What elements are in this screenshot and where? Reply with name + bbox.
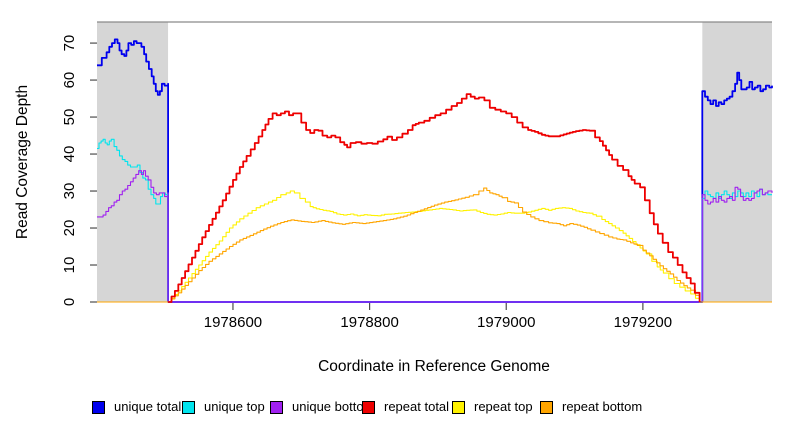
series-line-repeat-bottom [97, 187, 772, 303]
legend-swatch-unique-bottom [270, 400, 283, 414]
legend-label: unique top [204, 399, 265, 414]
y-tick-label: 40 [61, 146, 78, 163]
shaded-regions [97, 22, 772, 302]
shaded-region [702, 22, 772, 302]
legend-item-unique-bottom: unique bottom [270, 399, 374, 415]
series-line-unique-total [97, 38, 773, 303]
legend-item-repeat-top: repeat top [452, 399, 533, 415]
legend-swatch-unique-total [92, 400, 105, 414]
legend-item-repeat-bottom: repeat bottom [540, 399, 642, 415]
y-tick-label: 60 [61, 72, 78, 89]
series-line-repeat-total [168, 93, 701, 303]
legend-label: unique bottom [292, 399, 375, 414]
x-tick-label: 1979000 [477, 314, 535, 331]
series-line-unique-top [97, 138, 772, 303]
x-tick-label: 1979200 [614, 314, 672, 331]
legend-swatch-repeat-top [452, 400, 465, 414]
legend-swatch-unique-top [182, 400, 195, 414]
legend-item-unique-total: unique total [92, 399, 181, 415]
y-tick-label: 30 [61, 183, 78, 200]
y-tick-label: 10 [61, 257, 78, 274]
x-axis-title: Coordinate in Reference Genome [318, 358, 550, 375]
data-series [97, 38, 773, 303]
legend-item-repeat-total: repeat total [362, 399, 449, 415]
x-axis: 1978600 1978800 1979000 1979200 [204, 303, 672, 331]
legend-label: repeat total [384, 399, 450, 414]
y-tick-label: 70 [61, 35, 78, 52]
y-tick-label: 20 [61, 220, 78, 237]
x-tick-label: 1978800 [340, 314, 398, 331]
legend-label: repeat top [474, 399, 533, 414]
y-axis: 0 10 20 30 40 50 60 70 [61, 35, 97, 306]
x-tick-label: 1978600 [204, 314, 262, 331]
legend-swatch-repeat-bottom [540, 400, 553, 414]
shaded-region [97, 22, 169, 302]
series-line-repeat-top [97, 190, 772, 303]
legend-swatch-repeat-total [362, 400, 375, 414]
legend-label: repeat bottom [562, 399, 643, 414]
legend: unique total unique top unique bottom repea… [0, 399, 792, 417]
series-line-unique-bottom [97, 170, 773, 303]
coverage-plot-canvas: 1978600 1978800 1979000 1979200 0 10 20 30 40 50… [14, 21, 773, 375]
legend-item-unique-top: unique top [182, 399, 265, 415]
y-axis-title: Read Coverage Depth [14, 85, 31, 239]
y-tick-label: 50 [61, 109, 78, 126]
y-tick-label: 0 [61, 298, 78, 306]
legend-label: unique total [114, 399, 182, 414]
